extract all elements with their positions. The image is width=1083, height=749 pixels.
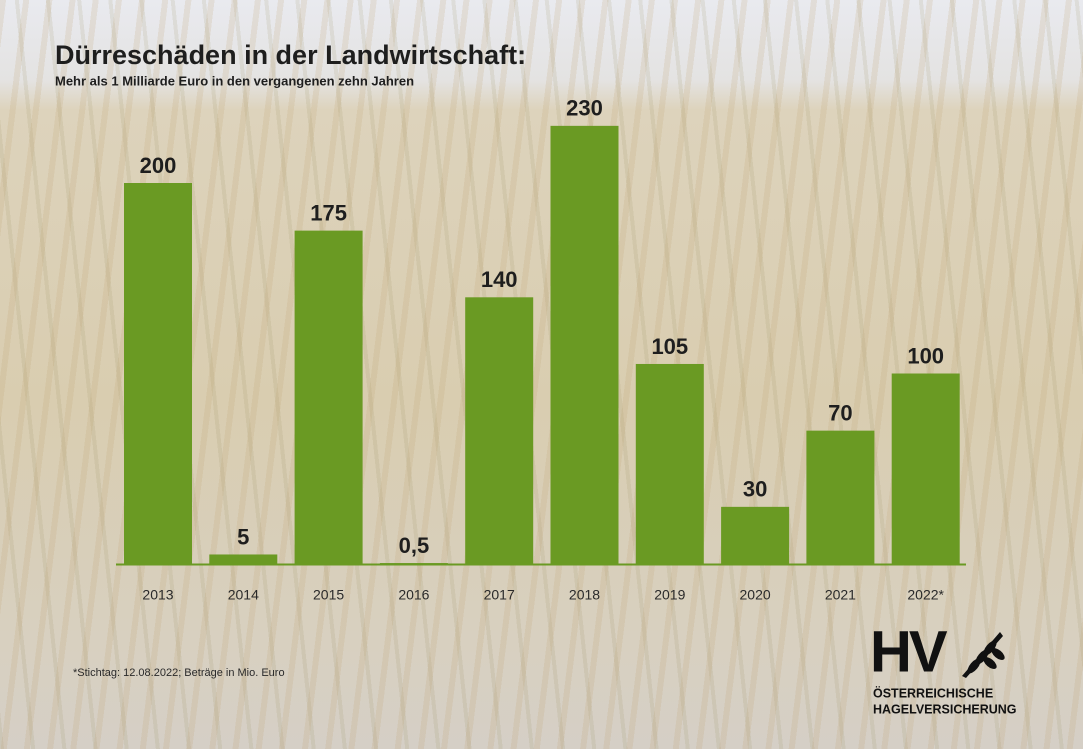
x-tick-label: 2014 [228, 587, 259, 603]
value-label: 140 [481, 267, 518, 292]
value-label: 175 [310, 200, 347, 225]
logo-line: HAGELVERSICHERUNG [873, 702, 1017, 716]
bar [891, 373, 960, 564]
logo-mark: HV [870, 619, 948, 684]
value-label: 0,5 [399, 533, 430, 558]
chart-subtitle: Mehr als 1 Milliarde Euro in den vergang… [55, 73, 414, 88]
bar [209, 554, 278, 564]
bar [465, 297, 534, 564]
value-label: 105 [651, 334, 688, 359]
value-label: 100 [907, 343, 944, 368]
value-label: 230 [566, 96, 603, 121]
x-tick-label: 2019 [654, 587, 685, 603]
x-tick-label: 2021 [825, 587, 856, 603]
x-tick-label: 2018 [569, 587, 600, 603]
x-tick-label: 2017 [484, 587, 515, 603]
bar [550, 125, 619, 564]
bar [806, 430, 875, 564]
bar [379, 563, 448, 564]
x-tick-label: 2022* [907, 587, 944, 603]
x-tick-label: 2016 [398, 587, 429, 603]
chart-title: Dürreschäden in der Landwirtschaft: [55, 40, 526, 70]
value-label: 200 [140, 153, 177, 178]
logo-line: ÖSTERREICHISCHE [873, 685, 993, 700]
bar [124, 183, 192, 564]
value-label: 5 [237, 524, 249, 549]
bar [635, 363, 704, 564]
x-tick-label: 2020 [740, 587, 771, 603]
x-tick-label: 2015 [313, 587, 344, 603]
value-label: 70 [828, 400, 852, 425]
footnote: *Stichtag: 12.08.2022; Beträge in Mio. E… [73, 667, 285, 679]
bar [294, 230, 363, 564]
value-label: 30 [743, 477, 767, 502]
bar [721, 506, 790, 564]
logo-wheat [962, 632, 1005, 678]
x-tick-label: 2013 [142, 587, 173, 603]
